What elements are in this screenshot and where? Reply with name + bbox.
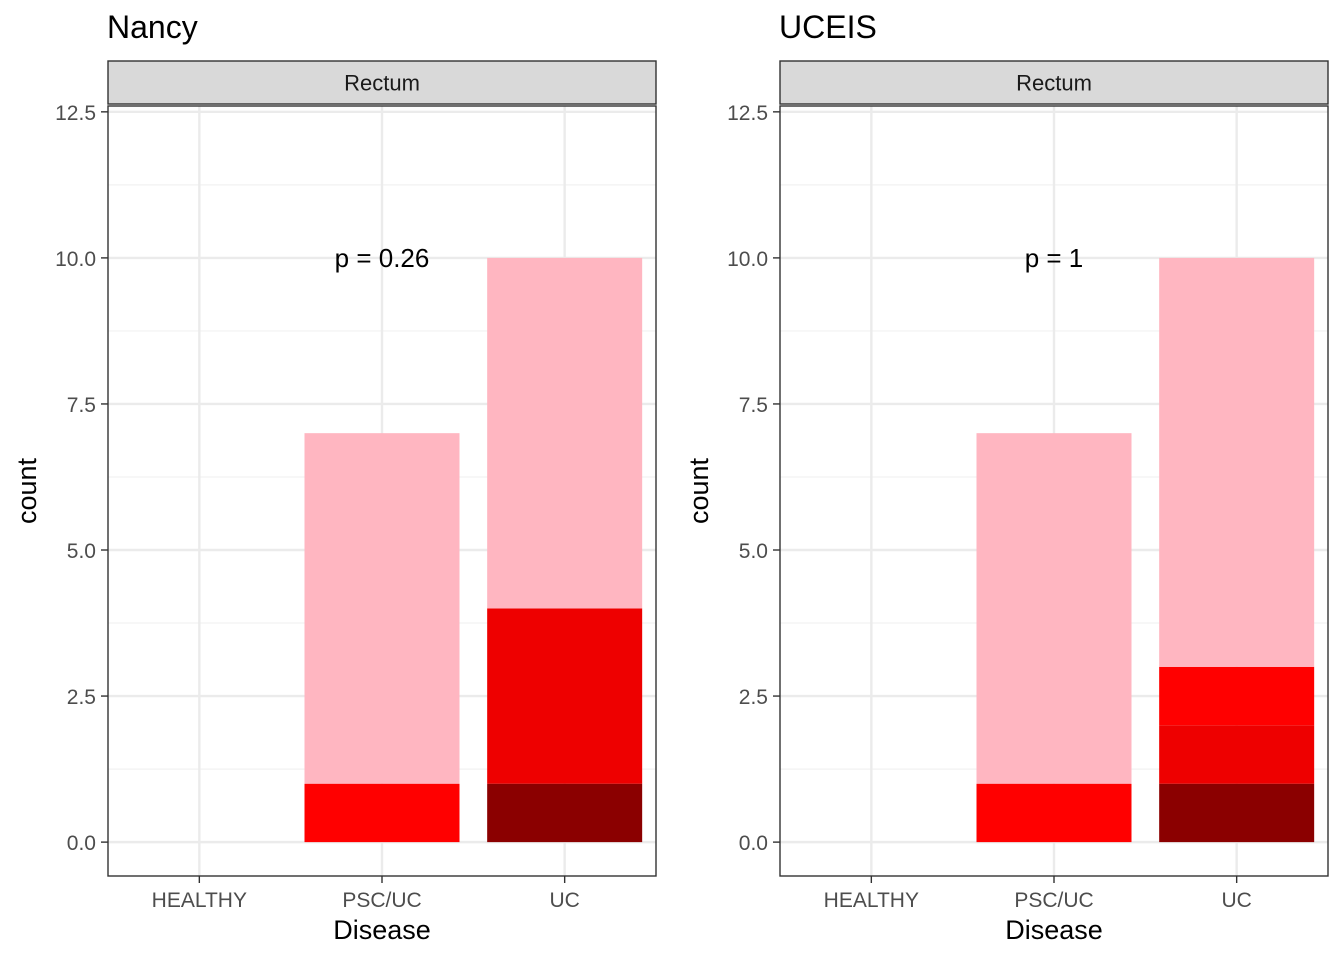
facet-label: Rectum <box>1016 71 1092 96</box>
x-tick-label: UC <box>549 889 579 912</box>
bar-segment <box>1159 783 1315 843</box>
x-tick-label: UC <box>1221 889 1251 912</box>
x-tick-label: HEALTHY <box>824 889 919 912</box>
y-tick-label: 12.5 <box>55 102 96 125</box>
bar-segment <box>1159 725 1315 784</box>
facet-label: Rectum <box>344 71 420 96</box>
panel-uceis: UCEIS p = 1 Rectum 0.0 2.5 5.0 7.5 10.0 12.5 HEAL… <box>684 9 1329 945</box>
y-tick-label: 5.0 <box>67 540 96 563</box>
x-axis-title: Disease <box>333 915 431 945</box>
y-tick-label: 7.5 <box>67 394 96 417</box>
panel-nancy: Nancy p = 0.26 Rectum 0.0 2.5 5.0 7.5 10.0 12.5 H… <box>12 9 657 945</box>
y-tick-label: 10.0 <box>55 248 96 271</box>
x-tick-label: PSC/UC <box>342 889 421 912</box>
y-tick-label: 0.0 <box>739 832 768 855</box>
facet-strip <box>779 60 1329 105</box>
x-tick-label: HEALTHY <box>152 889 247 912</box>
y-tick-label: 5.0 <box>739 540 768 563</box>
y-axis-title: count <box>684 457 714 524</box>
x-tick-label: PSC/UC <box>1014 889 1093 912</box>
y-tick-label: 2.5 <box>67 686 96 709</box>
facet-strip <box>107 60 657 105</box>
y-tick-label: 0.0 <box>67 832 96 855</box>
bar-segment <box>487 608 643 784</box>
y-tick-label: 12.5 <box>727 102 768 125</box>
x-axis-title: Disease <box>1005 915 1103 945</box>
p-value-annotation: p = 0.26 <box>335 243 430 273</box>
y-axis-title: count <box>12 457 42 524</box>
bar-segment <box>304 433 460 784</box>
y-tick-label: 10.0 <box>727 248 768 271</box>
bar-segment <box>304 783 460 843</box>
bar-segment <box>487 257 643 609</box>
chart-title: UCEIS <box>779 9 877 45</box>
chart-title: Nancy <box>107 9 198 45</box>
p-value-annotation: p = 1 <box>1025 243 1084 273</box>
y-tick-label: 7.5 <box>739 394 768 417</box>
bar-segment <box>1159 666 1315 726</box>
y-tick-label: 2.5 <box>739 686 768 709</box>
bar-segment <box>976 433 1132 784</box>
bar-segment <box>976 783 1132 843</box>
bar-segment <box>487 783 643 843</box>
bar-segment <box>1159 257 1315 667</box>
